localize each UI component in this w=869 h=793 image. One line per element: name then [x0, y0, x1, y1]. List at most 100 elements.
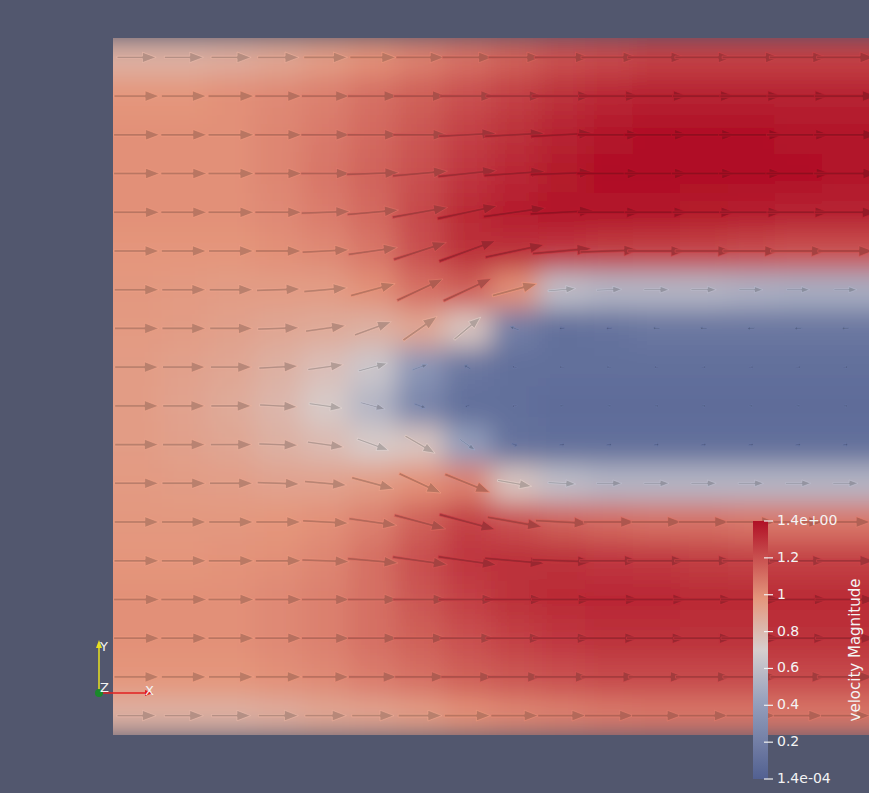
- field-cell: [160, 348, 208, 387]
- field-cell: [160, 270, 208, 309]
- field-cell: [822, 348, 869, 387]
- velocity-arrow: [208, 91, 254, 102]
- velocity-arrow: [607, 365, 612, 369]
- velocity-arrow: [114, 555, 159, 566]
- field-cell: [586, 387, 634, 426]
- velocity-arrow: [607, 404, 611, 408]
- velocity-arrow: [655, 404, 659, 408]
- field-cell: [160, 580, 208, 619]
- velocity-arrow: [211, 52, 251, 63]
- field-cell: [160, 464, 208, 503]
- field-cell: [208, 193, 256, 232]
- velocity-arrow: [814, 91, 869, 102]
- velocity-arrow: [114, 129, 160, 140]
- velocity-arrow: [301, 633, 349, 644]
- colorbar-tick: [764, 631, 773, 632]
- velocity-arrow: [115, 439, 159, 450]
- field-cell: [397, 696, 445, 735]
- field-cell: [208, 348, 256, 387]
- velocity-arrow: [161, 672, 206, 683]
- field-cell: [208, 658, 256, 697]
- field-cell: [633, 387, 681, 426]
- field-cell: [113, 38, 161, 77]
- velocity-arrow: [210, 439, 251, 450]
- velocity-arrow: [255, 91, 302, 102]
- field-cell: [349, 425, 397, 464]
- field-cell: [113, 503, 161, 542]
- field-cell: [208, 232, 256, 271]
- colorbar-tick: [764, 520, 773, 521]
- velocity-arrow: [348, 242, 399, 259]
- field-cell: [160, 154, 208, 193]
- velocity-arrow: [491, 710, 538, 721]
- field-cell: [208, 619, 256, 658]
- colorbar-tick: [764, 742, 773, 743]
- field-cell: [160, 619, 208, 658]
- velocity-arrow: [787, 287, 810, 293]
- velocity-arrow: [833, 480, 858, 487]
- velocity-arrow: [644, 480, 669, 487]
- figure: 1.4e+001.210.80.60.40.21.4e-04velocity M…: [0, 0, 869, 793]
- colorbar-tick: [764, 594, 773, 595]
- field-cell: [538, 425, 586, 464]
- velocity-arrow: [444, 710, 490, 721]
- field-cell: [444, 696, 492, 735]
- colorbar-tick-label: 1.4e+00: [777, 512, 837, 528]
- field-cell: [255, 696, 303, 735]
- velocity-arrow: [117, 52, 156, 62]
- velocity-arrow: [749, 404, 753, 408]
- velocity-arrow: [484, 240, 545, 263]
- field-cell: [160, 232, 208, 271]
- colorbar-tick-label: 1.4e-04: [777, 770, 831, 786]
- field-cell: [491, 387, 539, 426]
- field-cell: [255, 658, 303, 697]
- velocity-arrow: [814, 129, 869, 140]
- field-cell: [633, 464, 681, 503]
- field-cell: [255, 503, 303, 542]
- axes-triad: XYZ: [95, 639, 154, 698]
- field-cell: [208, 154, 256, 193]
- velocity-arrow: [441, 274, 493, 306]
- velocity-arrow: [301, 129, 350, 140]
- field-cell: [302, 193, 350, 232]
- velocity-arrow: [644, 286, 669, 293]
- field-cell: [302, 619, 350, 658]
- velocity-arrow: [548, 285, 576, 295]
- velocity-arrow: [255, 594, 302, 605]
- field-cell: [491, 464, 539, 503]
- velocity-arrow: [747, 326, 754, 330]
- velocity-arrow: [817, 52, 869, 63]
- velocity-arrow: [347, 205, 399, 220]
- velocity-arrow: [400, 312, 440, 344]
- field-cell: [349, 464, 397, 503]
- field-cell: [255, 309, 303, 348]
- field-cell: [255, 154, 303, 193]
- velocity-arrow: [632, 710, 682, 721]
- velocity-arrow: [163, 401, 205, 412]
- velocity-arrow: [114, 672, 159, 683]
- field-cell: [349, 38, 397, 77]
- field-cell: [775, 464, 823, 503]
- velocity-arrow: [843, 443, 848, 447]
- triad-label: Z: [100, 680, 109, 695]
- field-cell: [586, 348, 634, 387]
- velocity-arrow: [817, 555, 869, 566]
- colorbar-tick-label: 0.4: [777, 696, 799, 712]
- velocity-arrow: [161, 594, 207, 605]
- velocity-arrow: [403, 432, 437, 457]
- field-cell: [160, 696, 208, 735]
- velocity-arrow: [115, 478, 159, 489]
- velocity-arrow: [548, 479, 576, 488]
- field-cell: [349, 658, 397, 697]
- velocity-arrow: [700, 326, 707, 331]
- field-cell: [727, 348, 775, 387]
- field-cell: [302, 658, 350, 697]
- field-cell: [822, 387, 869, 426]
- field-cell: [680, 309, 728, 348]
- field-cell: [160, 541, 208, 580]
- velocity-arrow: [350, 473, 395, 495]
- field-cell: [302, 309, 350, 348]
- velocity-arrow: [491, 279, 538, 301]
- velocity-arrow: [209, 478, 252, 489]
- field-cell: [302, 541, 350, 580]
